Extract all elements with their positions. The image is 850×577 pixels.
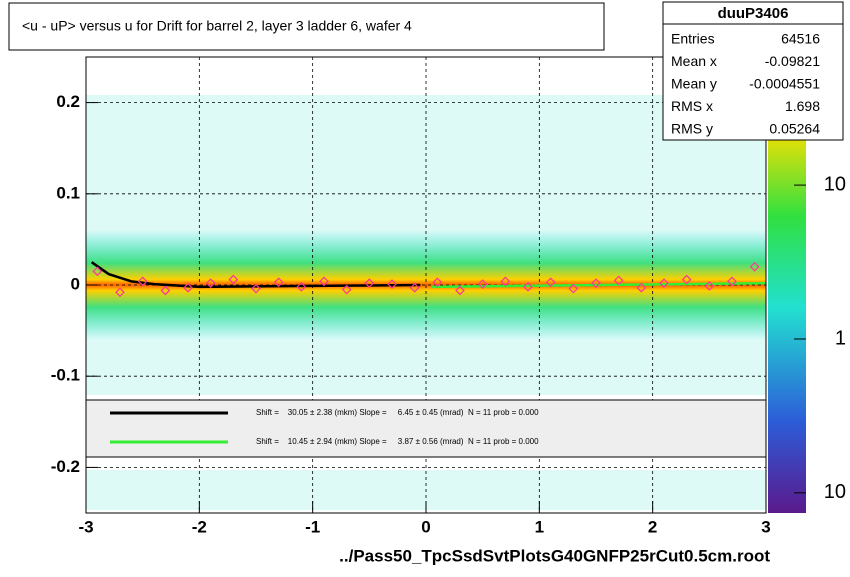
z-tick-label: 1 xyxy=(835,327,846,349)
profile-marker xyxy=(160,285,171,296)
profile-marker xyxy=(545,277,556,288)
z-tick-label: 10 xyxy=(824,173,846,195)
profile-marker xyxy=(228,274,239,285)
stats-value: -0.0004551 xyxy=(749,76,820,92)
stats-label: Mean y xyxy=(671,76,717,92)
profile-marker xyxy=(251,283,261,294)
legend-label: Shift = 30.05 ± 2.38 (mkm) Slope = 6.45 … xyxy=(256,408,539,417)
profile-marker xyxy=(432,277,443,288)
profile-marker xyxy=(92,266,103,277)
profile-marker xyxy=(296,281,307,292)
profile-marker xyxy=(704,281,715,291)
profile-marker xyxy=(727,276,737,287)
x-axis-label: ../Pass50_TpcSsdSvtPlotsG40GNFP25rCut0.5… xyxy=(339,546,770,565)
y-tick-label: 0 xyxy=(71,274,80,293)
stats-value: -0.09821 xyxy=(765,53,820,69)
stats-value: 0.05264 xyxy=(769,121,820,137)
stats-value: 64516 xyxy=(781,31,820,47)
profile-marker xyxy=(613,275,624,286)
profile-marker xyxy=(205,278,216,289)
profile-marker xyxy=(749,261,760,272)
x-tick-label: -3 xyxy=(78,517,93,536)
profile-marker xyxy=(500,276,511,287)
profile-marker xyxy=(477,279,488,289)
stats-label: RMS y xyxy=(671,121,713,137)
profile-marker xyxy=(319,276,329,287)
profile-marker xyxy=(523,281,533,292)
profile-marker xyxy=(183,282,193,293)
y-tick-label: -0.2 xyxy=(51,457,80,476)
profile-marker xyxy=(455,285,465,296)
profile-marker xyxy=(568,283,579,294)
stats-label: RMS x xyxy=(671,98,713,114)
x-tick-label: 2 xyxy=(648,517,657,536)
y-tick-label: -0.1 xyxy=(51,366,80,385)
x-tick-label: 1 xyxy=(535,517,544,536)
x-tick-label: -2 xyxy=(192,517,207,536)
profile-marker xyxy=(273,277,284,288)
stats-box xyxy=(662,1,844,141)
fit-line xyxy=(90,261,421,289)
profile-marker xyxy=(636,282,647,293)
x-tick-label: 0 xyxy=(421,517,430,536)
x-tick-label: 3 xyxy=(761,517,770,536)
profile-marker xyxy=(659,278,669,289)
profile-marker xyxy=(409,282,420,293)
stats-title: duuP3406 xyxy=(718,5,789,22)
y-tick-label: 0.1 xyxy=(56,183,80,202)
profile-marker xyxy=(387,279,397,289)
profile-marker xyxy=(364,278,375,289)
profile-marker xyxy=(681,274,692,285)
x-tick-label: -1 xyxy=(305,517,320,536)
stats-label: Mean x xyxy=(671,53,717,69)
profile-marker xyxy=(137,276,148,287)
profile-marker xyxy=(341,284,352,295)
title-box xyxy=(8,2,605,51)
profile-marker xyxy=(115,287,125,298)
y-tick-label: 0.2 xyxy=(56,92,80,111)
z-tick-label: 10 xyxy=(824,481,846,503)
stats-label: Entries xyxy=(671,31,715,47)
profile-marker xyxy=(591,278,601,289)
chart-title: <u - uP> versus u for Drift for barrel 2… xyxy=(22,18,412,34)
legend-box xyxy=(85,399,767,458)
stats-value: 1.698 xyxy=(785,98,820,114)
legend-label: Shift = 10.45 ± 2.94 (mkm) Slope = 3.87 … xyxy=(256,437,539,446)
